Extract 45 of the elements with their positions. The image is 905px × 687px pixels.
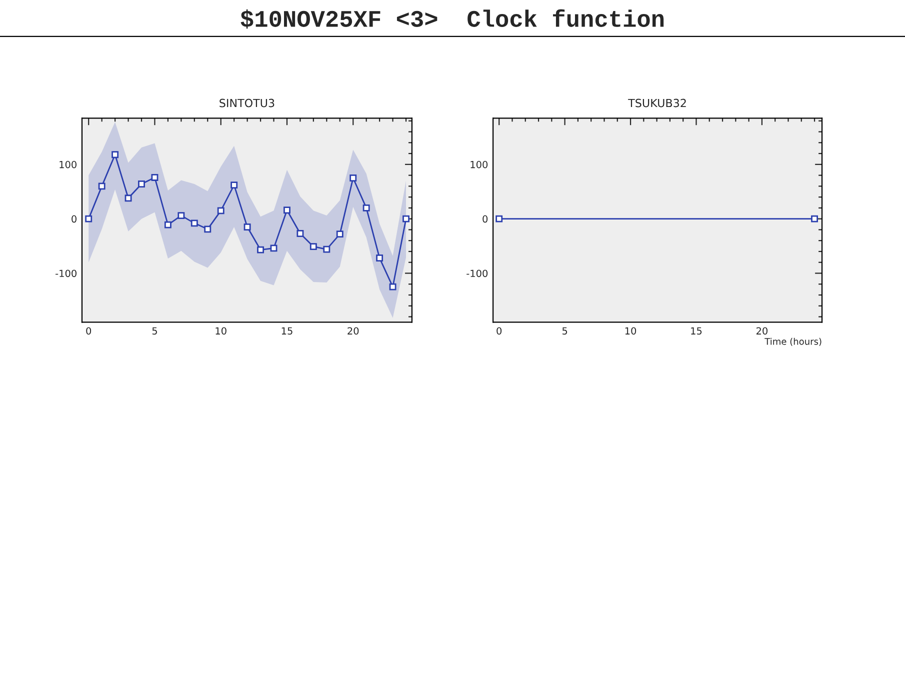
y-tick-label: 100	[60, 160, 76, 168]
chart-title: SINTOTU3	[220, 98, 274, 108]
x-tick-label: 20	[348, 327, 359, 335]
point	[112, 151, 119, 158]
point	[376, 254, 384, 262]
x-tick-label: 10	[216, 327, 226, 335]
point	[164, 221, 172, 228]
point	[270, 244, 278, 252]
x-tick-label: 0	[496, 327, 502, 335]
point	[204, 226, 212, 233]
point	[336, 230, 344, 238]
x-tick-label: 5	[562, 327, 568, 335]
x-tick-label: 20	[756, 327, 768, 335]
y-tick-label: 0	[482, 215, 488, 223]
point	[257, 246, 264, 254]
point	[124, 194, 132, 202]
point	[350, 174, 357, 182]
point	[362, 204, 370, 212]
x-tick-label: 5	[152, 327, 157, 335]
y-tick-label: -100	[56, 270, 76, 278]
x-tick-label: 15	[691, 327, 702, 335]
chart-title: TSUKUB32	[628, 98, 686, 108]
point	[85, 215, 92, 222]
point	[244, 224, 251, 230]
point	[178, 212, 185, 220]
text: $10NOV25XF <3> Clock function	[240, 9, 664, 29]
point	[284, 206, 290, 214]
point	[230, 182, 238, 189]
point	[190, 220, 198, 227]
y-tick-label: 0	[72, 215, 76, 223]
x-tick-label: 15	[282, 327, 292, 335]
point	[310, 243, 317, 250]
point	[296, 230, 304, 237]
y-tick-label: -100	[466, 270, 488, 278]
x-axis-title: Time (hours)	[764, 338, 822, 346]
x-tick-label: 10	[625, 327, 636, 335]
point	[151, 174, 158, 181]
point	[402, 215, 410, 222]
point	[389, 283, 396, 290]
point	[98, 182, 106, 190]
point	[217, 207, 224, 214]
point	[138, 180, 145, 188]
point	[323, 246, 330, 253]
x-tick-label: 0	[86, 327, 92, 335]
y-tick-label: 100	[470, 160, 488, 168]
